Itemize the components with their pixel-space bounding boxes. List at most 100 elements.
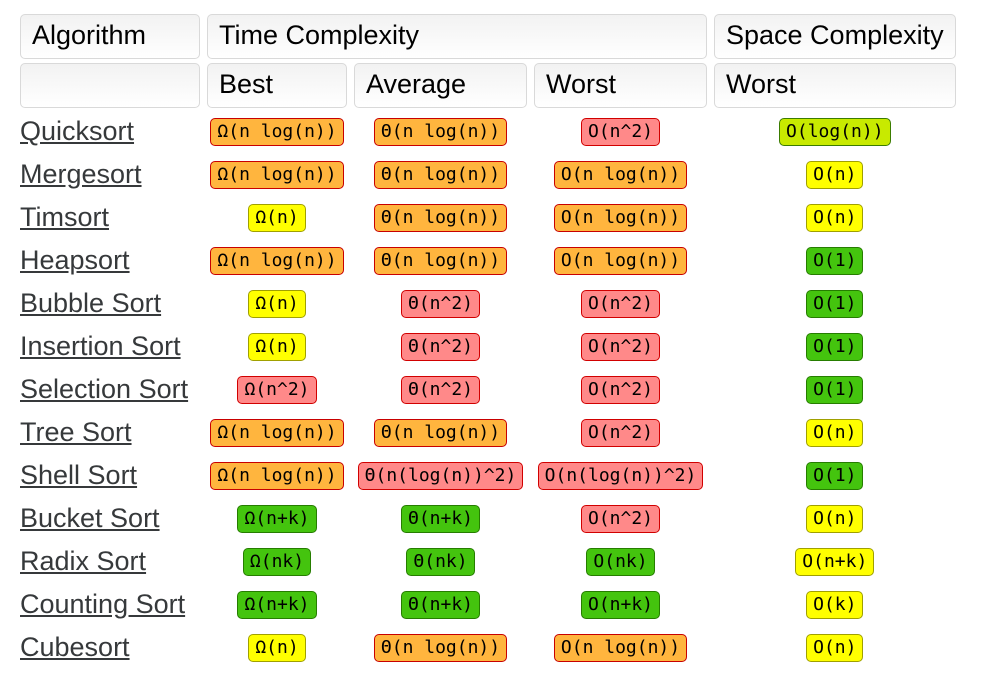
algorithm-link[interactable]: Tree Sort: [20, 417, 132, 447]
complexity-badge: O(n^2): [580, 375, 661, 404]
complexity-badge: O(1): [806, 461, 864, 490]
worst-cell: O(n log(n)): [534, 241, 707, 280]
complexity-badge: Ω(n log(n)): [210, 160, 344, 189]
complexity-badge: Ω(n): [248, 332, 306, 361]
best-cell: Ω(n log(n)): [207, 112, 347, 151]
complexity-badge: Ω(n): [248, 203, 306, 232]
table-body: Quicksort Ω(n log(n)) Θ(n log(n)) O(n^2) O(l…: [20, 112, 956, 667]
average-cell: Θ(n log(n)): [354, 198, 527, 237]
best-cell: Ω(n log(n)): [207, 241, 347, 280]
worst-cell: O(n log(n)): [534, 198, 707, 237]
algorithm-link[interactable]: Timsort: [20, 202, 109, 232]
average-cell: Θ(n+k): [354, 499, 527, 538]
best-cell: Ω(n^2): [207, 370, 347, 409]
worst-cell: O(n^2): [534, 370, 707, 409]
best-cell: Ω(n): [207, 284, 347, 323]
table-row: Insertion Sort Ω(n) Θ(n^2) O(n^2) O(1): [20, 327, 956, 366]
header-row-cases: Best Average Worst Worst: [20, 63, 956, 108]
complexity-badge: O(1): [806, 375, 864, 404]
complexity-badge: O(n^2): [580, 332, 661, 361]
table-row: Tree Sort Ω(n log(n)) Θ(n log(n)) O(n^2) O(n…: [20, 413, 956, 452]
complexity-badge: O(n^2): [580, 504, 661, 533]
complexity-badge: O(n): [806, 633, 864, 662]
header-time-complexity: Time Complexity: [207, 14, 707, 59]
complexity-badge: Θ(n log(n)): [373, 418, 508, 447]
complexity-badge: Θ(n^2): [400, 332, 481, 361]
table-row: Bucket Sort Ω(n+k) Θ(n+k) O(n^2) O(n): [20, 499, 956, 538]
worst-cell: O(n^2): [534, 327, 707, 366]
worst-cell: O(n^2): [534, 112, 707, 151]
algorithm-cell: Timsort: [20, 198, 200, 237]
algorithm-cell: Insertion Sort: [20, 327, 200, 366]
complexity-badge: O(n^2): [580, 117, 661, 146]
complexity-badge: Θ(n log(n)): [373, 117, 508, 146]
complexity-badge: Θ(n log(n)): [373, 633, 508, 662]
algorithm-link[interactable]: Heapsort: [20, 245, 130, 275]
table-row: Selection Sort Ω(n^2) Θ(n^2) O(n^2) O(1): [20, 370, 956, 409]
complexity-badge: O(n log(n)): [553, 633, 688, 662]
table-row: Timsort Ω(n) Θ(n log(n)) O(n log(n)) O(n): [20, 198, 956, 237]
worst-cell: O(n^2): [534, 413, 707, 452]
algorithm-cell: Counting Sort: [20, 585, 200, 624]
algorithm-cell: Bucket Sort: [20, 499, 200, 538]
space-worst-cell: O(n): [714, 198, 956, 237]
complexity-badge: O(n): [806, 203, 864, 232]
space-worst-cell: O(log(n)): [714, 112, 956, 151]
space-worst-cell: O(n): [714, 413, 956, 452]
average-cell: Θ(n(log(n))^2): [354, 456, 527, 495]
complexity-badge: O(n): [806, 418, 864, 447]
average-cell: Θ(n log(n)): [354, 112, 527, 151]
space-worst-cell: O(n): [714, 155, 956, 194]
algorithm-link[interactable]: Quicksort: [20, 116, 135, 146]
algorithm-link[interactable]: Mergesort: [20, 159, 142, 189]
complexity-badge: Ω(n log(n)): [210, 461, 344, 490]
worst-cell: O(n log(n)): [534, 628, 707, 667]
complexity-badge: Ω(nk): [242, 547, 312, 576]
table-row: Counting Sort Ω(n+k) Θ(n+k) O(n+k) O(k): [20, 585, 956, 624]
average-cell: Θ(n^2): [354, 327, 527, 366]
algorithm-cell: Quicksort: [20, 112, 200, 151]
complexity-badge: Θ(nk): [406, 547, 475, 576]
algorithm-link[interactable]: Radix Sort: [20, 546, 147, 576]
algorithm-link[interactable]: Counting Sort: [20, 589, 186, 619]
algorithm-cell: Heapsort: [20, 241, 200, 280]
complexity-badge: Θ(n log(n)): [373, 160, 508, 189]
complexity-badge: O(1): [806, 289, 864, 318]
table-row: Mergesort Ω(n log(n)) Θ(n log(n)) O(n log(n…: [20, 155, 956, 194]
complexity-badge: O(n log(n)): [553, 160, 688, 189]
best-cell: Ω(n): [207, 628, 347, 667]
algorithm-cell: Shell Sort: [20, 456, 200, 495]
header-average: Average: [354, 63, 527, 108]
algorithm-cell: Tree Sort: [20, 413, 200, 452]
table-row: Radix Sort Ω(nk) Θ(nk) O(nk) O(n+k): [20, 542, 956, 581]
algorithm-link[interactable]: Bubble Sort: [20, 288, 162, 318]
space-worst-cell: O(n): [714, 628, 956, 667]
algorithm-link[interactable]: Selection Sort: [20, 374, 189, 404]
header-algorithm: Algorithm: [20, 14, 200, 59]
worst-cell: O(n^2): [534, 499, 707, 538]
average-cell: Θ(nk): [354, 542, 527, 581]
complexity-badge: O(n+k): [795, 547, 875, 576]
average-cell: Θ(n^2): [354, 370, 527, 409]
complexity-badge: Θ(n(log(n))^2): [357, 461, 524, 490]
table-row: Heapsort Ω(n log(n)) Θ(n log(n)) O(n log(n)…: [20, 241, 956, 280]
complexity-badge: Θ(n log(n)): [373, 203, 508, 232]
best-cell: Ω(n+k): [207, 499, 347, 538]
algorithm-link[interactable]: Cubesort: [20, 632, 130, 662]
algorithm-link[interactable]: Insertion Sort: [20, 331, 181, 361]
worst-cell: O(n(log(n))^2): [534, 456, 707, 495]
header-row-groups: Algorithm Time Complexity Space Complexi…: [20, 14, 956, 59]
complexity-badge: O(n): [806, 160, 864, 189]
header-worst-time: Worst: [534, 63, 707, 108]
algorithm-link[interactable]: Shell Sort: [20, 460, 138, 490]
complexity-badge: Θ(n^2): [400, 375, 481, 404]
header-empty: [20, 63, 200, 108]
complexity-badge: Θ(n log(n)): [373, 246, 508, 275]
algorithm-link[interactable]: Bucket Sort: [20, 503, 160, 533]
algorithm-cell: Bubble Sort: [20, 284, 200, 323]
space-worst-cell: O(1): [714, 284, 956, 323]
sorting-complexity-table: Algorithm Time Complexity Space Complexi…: [13, 10, 963, 671]
space-worst-cell: O(1): [714, 370, 956, 409]
space-worst-cell: O(1): [714, 241, 956, 280]
